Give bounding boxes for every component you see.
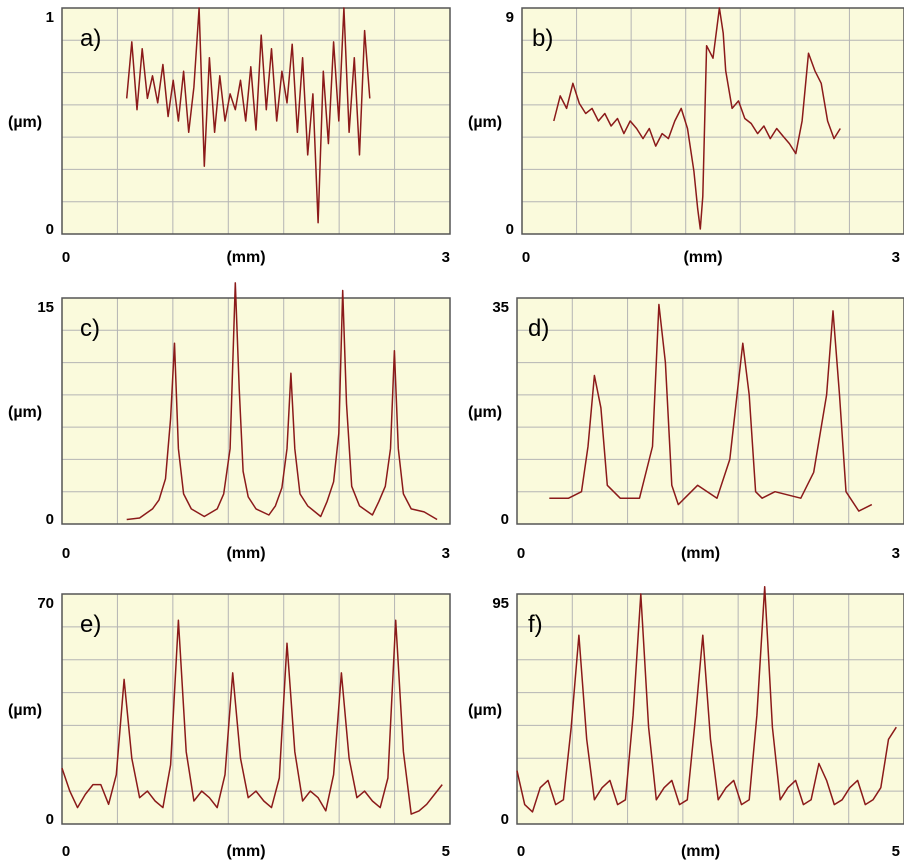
plot-area xyxy=(517,298,904,524)
x-tick-label: 5 xyxy=(442,843,450,860)
plot-area xyxy=(517,594,904,824)
x-axis-label: (mm) xyxy=(681,545,720,562)
x-axis-label: (mm) xyxy=(683,249,722,266)
plot-frame xyxy=(61,297,451,525)
y-axis-label: (µm) xyxy=(8,404,42,421)
plot-frame xyxy=(61,7,451,235)
y-tick-label: 70 xyxy=(37,595,54,612)
profile-line xyxy=(516,585,897,813)
y-tick-label: 0 xyxy=(506,221,514,238)
chart-panel-1: a) 1 00 3 (mm) (µm) xyxy=(8,7,451,266)
y-tick-label: 9 xyxy=(506,9,514,26)
y-tick-label: 1 xyxy=(46,9,54,26)
x-tick-label: 0 xyxy=(517,843,525,860)
x-tick-label: 3 xyxy=(442,249,450,266)
chart-panel-6: f) 95 00 5 (mm) (µm) xyxy=(468,585,904,860)
x-tick-label: 3 xyxy=(892,249,900,266)
chart-panel-2: b) 9 00 3 (mm) (µm) xyxy=(468,7,904,266)
x-tick-label: 3 xyxy=(442,545,450,562)
profile-line xyxy=(61,619,443,815)
y-axis-label: (µm) xyxy=(468,702,502,719)
y-tick-label: 0 xyxy=(501,511,509,528)
panel-label: b) xyxy=(532,25,553,52)
x-tick-label: 3 xyxy=(892,545,900,562)
plot-frame xyxy=(61,593,451,825)
profile-line xyxy=(549,303,873,512)
y-axis-label: (µm) xyxy=(8,114,42,131)
panel-label: e) xyxy=(80,611,101,638)
x-tick-label: 0 xyxy=(522,249,530,266)
profile-line xyxy=(553,7,841,230)
panel-label: d) xyxy=(528,315,549,342)
x-tick-label: 0 xyxy=(517,545,525,562)
plot-frame xyxy=(516,297,904,525)
x-tick-label: 5 xyxy=(892,843,900,860)
panel-label: c) xyxy=(80,315,100,342)
plot-area xyxy=(522,8,904,234)
panel-label: f) xyxy=(528,611,543,638)
x-axis-label: (mm) xyxy=(226,843,265,860)
y-tick-label: 0 xyxy=(46,511,54,528)
panel-label: a) xyxy=(80,25,101,52)
y-axis-label: (µm) xyxy=(468,404,502,421)
y-tick-label: 0 xyxy=(46,221,54,238)
y-axis-label: (µm) xyxy=(468,114,502,131)
x-tick-label: 0 xyxy=(62,249,70,266)
y-tick-label: 95 xyxy=(492,595,509,612)
plot-frame xyxy=(521,7,904,235)
x-axis-label: (mm) xyxy=(681,843,720,860)
plot-frame xyxy=(516,593,904,825)
y-tick-label: 0 xyxy=(501,811,509,828)
profile-line xyxy=(125,7,371,224)
y-tick-label: 0 xyxy=(46,811,54,828)
chart-panel-4: d) 35 00 3 (mm) (µm) xyxy=(468,297,904,562)
chart-panel-3: c) 15 00 3 (mm) (µm) xyxy=(8,282,451,562)
y-tick-label: 35 xyxy=(492,299,509,316)
chart-panel-5: e) 70 00 5 (mm) (µm) xyxy=(8,593,451,860)
x-axis-label: (mm) xyxy=(226,249,265,266)
y-axis-label: (µm) xyxy=(8,702,42,719)
y-tick-label: 15 xyxy=(37,299,54,316)
x-tick-label: 0 xyxy=(62,545,70,562)
x-axis-label: (mm) xyxy=(226,545,265,562)
x-tick-label: 0 xyxy=(62,843,70,860)
profile-line xyxy=(126,282,438,521)
